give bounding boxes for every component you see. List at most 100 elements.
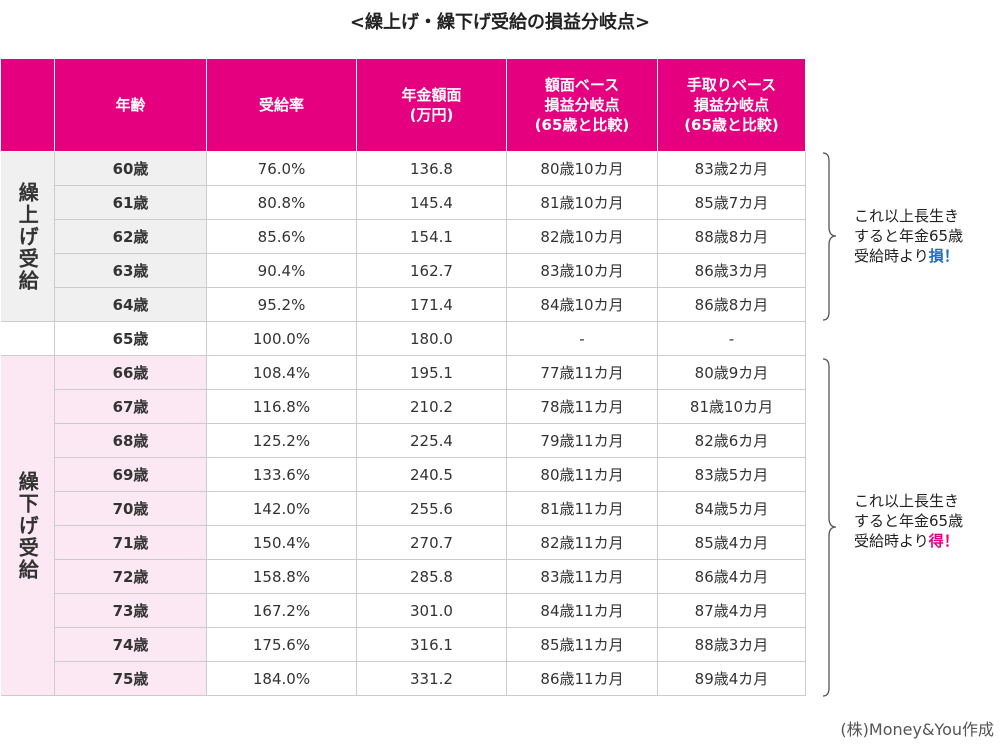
- rate-cell: 95.2%: [206, 287, 357, 322]
- table-row: 74歳 175.6% 316.1 85歳11カ月 88歳3カ月: [1, 627, 806, 662]
- table-row: 繰上げ受給 60歳 76.0% 136.8 80歳10カ月 83歳2カ月: [0, 151, 806, 322]
- early-note-line1: これ以上長生き: [854, 207, 960, 225]
- amount-cell: 171.4: [356, 287, 507, 322]
- amount-header: 年金額面 (万円): [356, 58, 507, 152]
- amount-cell: 154.1: [356, 219, 507, 254]
- table-header-row: 年齢 受給率 年金額面 (万円) 額面ベース 損益分岐点 (65歳と比較) 手取りベース…: [0, 58, 806, 152]
- late-brace: [822, 358, 837, 697]
- rate-cell: 100.0%: [206, 321, 357, 356]
- amount-cell: 195.1: [356, 355, 507, 390]
- gross-breakeven-cell: 86歳11カ月: [506, 661, 658, 696]
- table-row: 73歳 167.2% 301.0 84歳11カ月 87歳4カ月: [1, 593, 806, 628]
- net-breakeven-cell: 84歳5カ月: [657, 491, 806, 526]
- amount-cell: 136.8: [356, 151, 507, 186]
- gross-breakeven-cell: 82歳10カ月: [506, 219, 658, 254]
- net-breakeven-cell: 86歳3カ月: [657, 253, 806, 288]
- net-breakeven-cell: 88歳3カ月: [657, 627, 806, 662]
- table-row: 67歳 116.8% 210.2 78歳11カ月 81歳10カ月: [1, 389, 806, 424]
- late-group-label: 繰下げ受給: [0, 355, 55, 696]
- credit-text: (株)Money&You作成: [840, 720, 994, 739]
- amount-cell: 270.7: [356, 525, 507, 560]
- age-cell: 62歳: [54, 219, 207, 254]
- table-row: 65歳 100.0% 180.0- -: [0, 321, 806, 356]
- amount-cell: 210.2: [356, 389, 507, 424]
- rate-cell: 175.6%: [206, 627, 357, 662]
- table-row: 63歳 90.4% 162.7 83歳10カ月 86歳3カ月: [1, 253, 806, 288]
- amount-cell: 255.6: [356, 491, 507, 526]
- amount-cell: 316.1: [356, 627, 507, 662]
- late-note-line1: これ以上長生き: [854, 492, 960, 510]
- rate-cell: 116.8%: [206, 389, 357, 424]
- net-breakeven-cell: 85歳7カ月: [657, 185, 806, 220]
- loss-mark: 損！: [928, 247, 959, 265]
- early-brace: [822, 152, 837, 321]
- net-breakeven-cell: 83歳2カ月: [657, 151, 806, 186]
- age-cell: 72歳: [54, 559, 207, 594]
- base-group-label: [0, 321, 55, 356]
- gross-breakeven-cell: 84歳10カ月: [506, 287, 658, 322]
- gain-mark: 得！: [928, 532, 959, 550]
- gross-breakeven-cell: 81歳10カ月: [506, 185, 658, 220]
- net-breakeven-cell: -: [657, 321, 806, 356]
- gross-breakeven-cell: 80歳11カ月: [506, 457, 658, 492]
- age-header: 年齢: [54, 58, 207, 152]
- rate-cell: 167.2%: [206, 593, 357, 628]
- age-cell: 71歳: [54, 525, 207, 560]
- age-cell: 60歳: [54, 151, 207, 186]
- early-note-line2: すると年金65歳: [854, 227, 964, 245]
- rate-cell: 125.2%: [206, 423, 357, 458]
- age-cell: 75歳: [54, 661, 207, 696]
- table-row: 69歳 133.6% 240.5 80歳11カ月 83歳5カ月: [1, 457, 806, 492]
- gross-breakeven-header: 額面ベース 損益分岐点 (65歳と比較): [506, 58, 658, 152]
- gross-breakeven-cell: 82歳11カ月: [506, 525, 658, 560]
- rate-cell: 90.4%: [206, 253, 357, 288]
- age-cell: 61歳: [54, 185, 207, 220]
- late-note-line2: すると年金65歳: [854, 512, 964, 530]
- age-cell: 64歳: [54, 287, 207, 322]
- net-breakeven-header: 手取りベース 損益分岐点 (65歳と比較): [657, 58, 806, 152]
- gross-breakeven-cell: -: [506, 321, 658, 356]
- net-breakeven-cell: 89歳4カ月: [657, 661, 806, 696]
- net-breakeven-cell: 87歳4カ月: [657, 593, 806, 628]
- net-breakeven-cell: 80歳9カ月: [657, 355, 806, 390]
- rate-cell: 142.0%: [206, 491, 357, 526]
- rate-cell: 76.0%: [206, 151, 357, 186]
- age-cell: 65歳: [54, 321, 207, 356]
- early-group-label: 繰上げ受給: [0, 151, 55, 322]
- gross-breakeven-cell: 85歳11カ月: [506, 627, 658, 662]
- table-body: 繰上げ受給 60歳 76.0% 136.8 80歳10カ月 83歳2カ月 61歳 80.8% 1…: [0, 151, 806, 696]
- net-breakeven-cell: 83歳5カ月: [657, 457, 806, 492]
- rate-cell: 158.8%: [206, 559, 357, 594]
- rate-cell: 150.4%: [206, 525, 357, 560]
- rate-cell: 184.0%: [206, 661, 357, 696]
- net-breakeven-cell: 82歳6カ月: [657, 423, 806, 458]
- gross-breakeven-cell: 83歳10カ月: [506, 253, 658, 288]
- rate-header: 受給率: [206, 58, 357, 152]
- net-breakeven-cell: 86歳4カ月: [657, 559, 806, 594]
- net-breakeven-cell: 88歳8カ月: [657, 219, 806, 254]
- age-cell: 74歳: [54, 627, 207, 662]
- gross-breakeven-cell: 83歳11カ月: [506, 559, 658, 594]
- amount-cell: 331.2: [356, 661, 507, 696]
- age-cell: 68歳: [54, 423, 207, 458]
- rate-cell: 80.8%: [206, 185, 357, 220]
- chart-title: <繰上げ・繰下げ受給の損益分岐点>: [349, 12, 651, 33]
- amount-cell: 285.8: [356, 559, 507, 594]
- net-breakeven-cell: 86歳8カ月: [657, 287, 806, 322]
- late-note: これ以上長生き すると年金65歳 受給時より得！: [854, 491, 1000, 551]
- rate-cell: 85.6%: [206, 219, 357, 254]
- age-cell: 67歳: [54, 389, 207, 424]
- late-note-line3: 受給時より: [854, 532, 929, 550]
- age-cell: 73歳: [54, 593, 207, 628]
- early-note: これ以上長生き すると年金65歳 受給時より損！: [854, 206, 1000, 266]
- table-row: 68歳 125.2% 225.4 79歳11カ月 82歳6カ月: [1, 423, 806, 458]
- breakeven-table: 年齢 受給率 年金額面 (万円) 額面ベース 損益分岐点 (65歳と比較) 手取りベース…: [0, 58, 806, 696]
- group-header: [0, 58, 55, 152]
- table-row: 75歳 184.0% 331.2 86歳11カ月 89歳4カ月: [1, 661, 806, 696]
- amount-cell: 301.0: [356, 593, 507, 628]
- age-cell: 69歳: [54, 457, 207, 492]
- early-note-line3: 受給時より: [854, 247, 929, 265]
- table-row: 72歳 158.8% 285.8 83歳11カ月 86歳4カ月: [1, 559, 806, 594]
- table-row: 繰下げ受給 66歳 108.4% 195.1 77歳11カ月 80歳9カ月: [0, 355, 806, 696]
- gross-breakeven-cell: 79歳11カ月: [506, 423, 658, 458]
